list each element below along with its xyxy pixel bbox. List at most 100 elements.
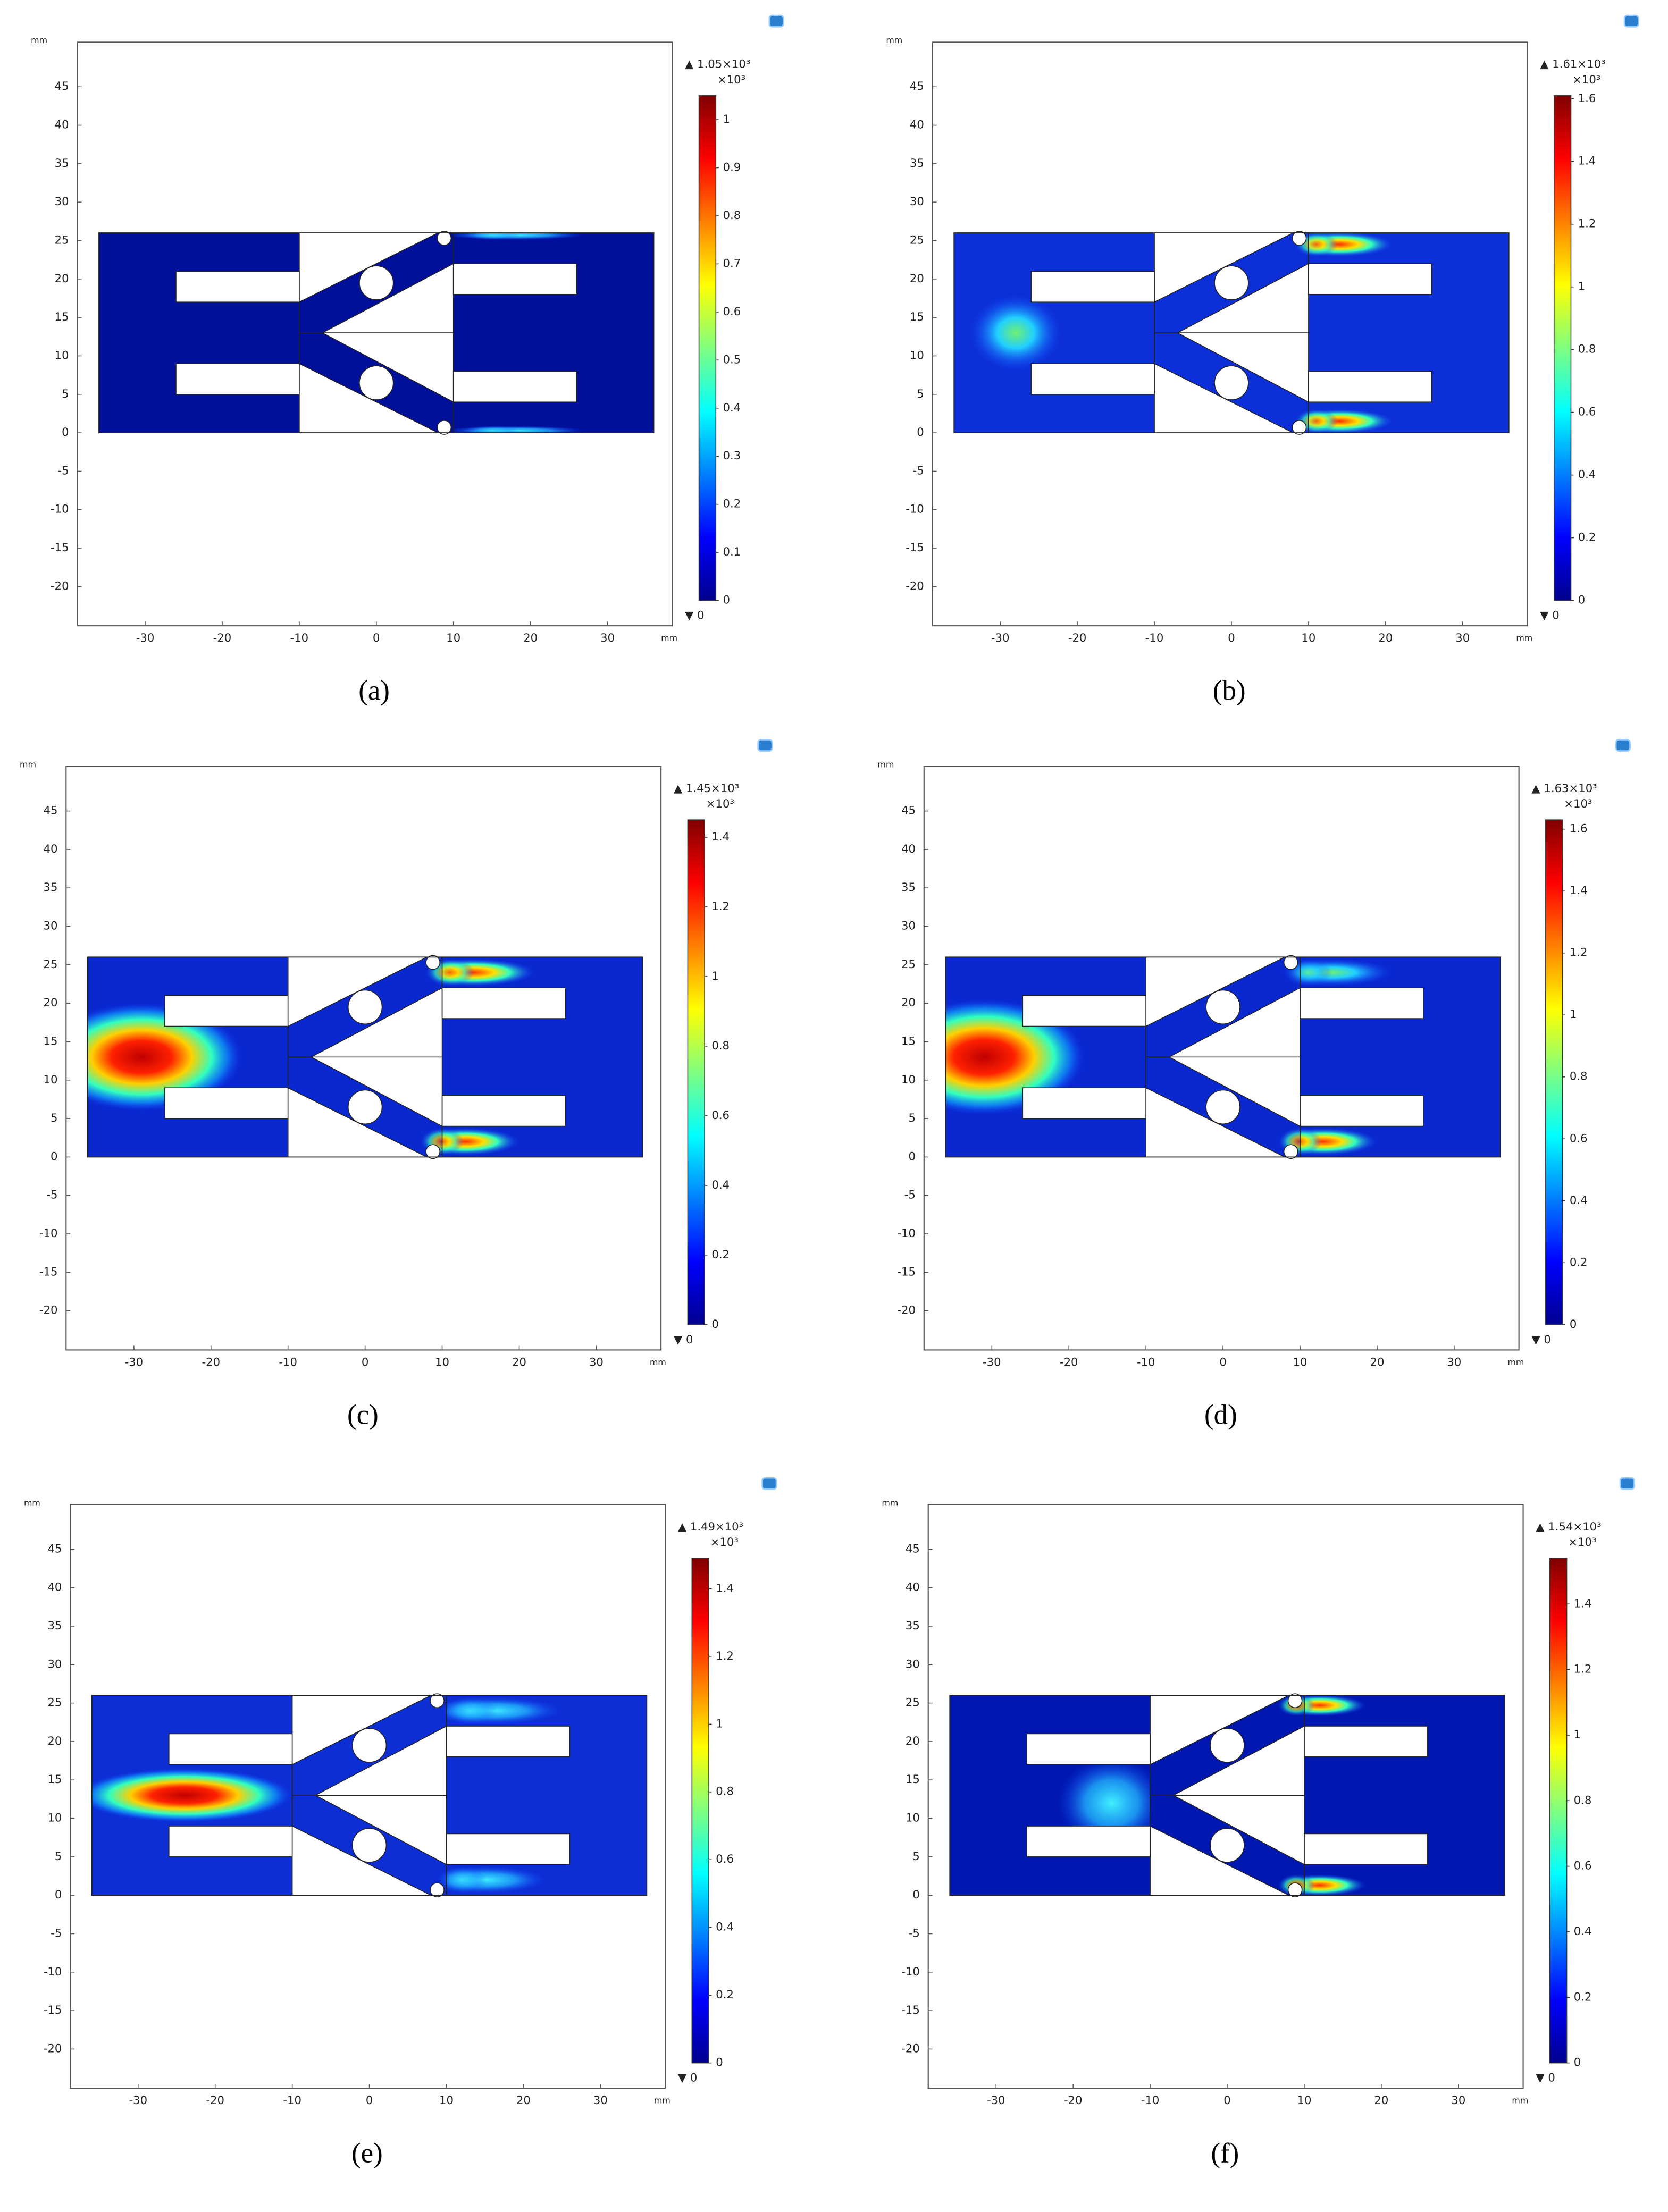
colorbar-tick-label: 1 (1578, 280, 1585, 293)
colorbar-tick-label: 0.6 (1574, 1859, 1592, 1872)
y-tick-label: 30 (44, 919, 58, 932)
y-unit: mm (886, 35, 902, 45)
colorbar-tick-label: 1.2 (1570, 946, 1588, 959)
y-tick-label: 25 (44, 957, 58, 971)
y-tick-label: -5 (57, 464, 69, 477)
colorbar-tick-label: 0.2 (711, 1248, 730, 1261)
hole (430, 1882, 445, 1897)
obstacle (175, 271, 300, 303)
colorbar-tick-label: 1.2 (716, 1649, 734, 1662)
hole (1210, 1728, 1245, 1763)
y-tick-label: 30 (910, 195, 924, 208)
y-tick-label: 40 (906, 1580, 920, 1594)
colorbar-tick-label: 0.1 (723, 545, 741, 558)
hole (1205, 989, 1240, 1025)
domain-outline (949, 1695, 1505, 1896)
colorbar-max: ▲ 1.63×10³ (1531, 781, 1597, 795)
logo (1623, 14, 1639, 28)
x-tick-label: -10 (1141, 2093, 1160, 2107)
y-tick-label: 35 (906, 1619, 920, 1632)
colorbar-tick-label: 0.8 (723, 208, 741, 222)
channel-spots (464, 233, 520, 433)
plot-frame (77, 41, 673, 627)
x-tick-label: -20 (206, 2093, 224, 2107)
hole (1287, 1693, 1303, 1709)
colorbar-tick-label: 1 (1570, 1007, 1577, 1021)
colorbar-max: ▲ 1.05×10³ (685, 57, 750, 71)
colorbar-tick-label: 0.8 (1574, 1793, 1592, 1806)
hole (437, 420, 452, 435)
hole (1283, 1144, 1298, 1159)
obstacle (1026, 1826, 1151, 1857)
colorbar-tick-label: 1.2 (1574, 1662, 1592, 1676)
obstacle (1022, 1087, 1146, 1119)
y-tick-label: 20 (910, 272, 924, 285)
panel-label: (d) (1204, 1400, 1237, 1431)
colorbar-tick-label: 1.6 (1570, 822, 1588, 835)
x-unit: mm (1516, 633, 1532, 643)
y-tick-label: 25 (47, 1696, 62, 1709)
hole (1210, 1828, 1245, 1863)
colorbar-tick-label: 0 (723, 593, 730, 607)
panel: -30 -20 -10 0 10 20 30-20-15-10-50510152025303… (886, 14, 1639, 706)
colorbar-tick-label: 1.4 (1574, 1596, 1592, 1610)
colorbar-max: ▲ 1.61×10³ (1540, 57, 1605, 71)
colorbar-tick-label: 1.2 (1578, 217, 1596, 230)
y-tick-label: 30 (55, 195, 69, 208)
colorbar (1553, 95, 1572, 601)
x-tick-label: -30 (125, 1355, 144, 1368)
y-tick-label: 20 (901, 996, 916, 1009)
y-unit: mm (877, 760, 894, 770)
y-tick-label: 30 (901, 919, 916, 932)
y-tick-label: -10 (901, 1965, 920, 1978)
x-tick-label: -30 (987, 2093, 1005, 2107)
y-tick-label: -5 (46, 1188, 57, 1201)
x-tick-label: -10 (290, 631, 309, 644)
y-tick-label: 0 (51, 1149, 57, 1163)
y-tick-label: 40 (901, 842, 916, 855)
hole (430, 1693, 445, 1709)
logo (1619, 1477, 1635, 1490)
y-tick-label: -10 (906, 502, 924, 516)
panel: -30 -20 -10 0 10 20 30-20-15-10-50510152025303… (24, 1477, 777, 2168)
x-tick-label: -30 (129, 2093, 148, 2107)
colorbar-tick-label: 0.5 (723, 352, 741, 366)
colorbar-min: ▼ 0 (674, 1333, 693, 1346)
y-tick-label: 0 (55, 1888, 62, 1901)
obstacle (452, 263, 577, 295)
colorbar (1545, 819, 1563, 1325)
y-tick-label: -10 (51, 502, 69, 516)
x-tick-label: -20 (1068, 631, 1087, 644)
colorbar-tick-label: 0.6 (716, 1852, 734, 1865)
x-tick-label: -30 (983, 1355, 1001, 1368)
hole (1214, 265, 1249, 300)
obstacle (168, 1826, 293, 1857)
y-tick-label: 35 (55, 156, 69, 170)
y-tick-label: 0 (908, 1149, 915, 1163)
obstacle (164, 1087, 289, 1119)
y-tick-label: 30 (906, 1657, 920, 1670)
x-tick-label: 0 (1223, 2093, 1230, 2107)
y-tick-label: -20 (44, 2041, 62, 2055)
y-unit: mm (24, 1498, 40, 1508)
obstacle (452, 371, 577, 403)
obstacle (1030, 271, 1155, 303)
y-tick-label: 20 (44, 996, 58, 1009)
heat-spot (441, 1697, 498, 1725)
x-tick-label: 10 (1293, 1355, 1307, 1368)
colorbar-tick-label: 0 (711, 1317, 718, 1331)
x-tick-label: 0 (362, 1355, 368, 1368)
hole (359, 265, 394, 300)
y-tick-label: 0 (62, 425, 69, 439)
y-tick-label: 35 (44, 880, 58, 894)
colorbar-tick-label: 0.2 (716, 1988, 734, 2001)
channel-spots (437, 1697, 498, 1894)
y-tick-label: -20 (897, 1303, 916, 1317)
heat-spot (464, 426, 520, 433)
y-tick-label: -20 (51, 579, 69, 592)
y-tick-label: -15 (44, 2003, 62, 2016)
colorbar-tick-label: 1 (716, 1717, 723, 1730)
y-tick-label: 5 (55, 1849, 62, 1863)
y-tick-label: 10 (47, 1811, 62, 1824)
x-tick-label: 0 (1219, 1355, 1226, 1368)
